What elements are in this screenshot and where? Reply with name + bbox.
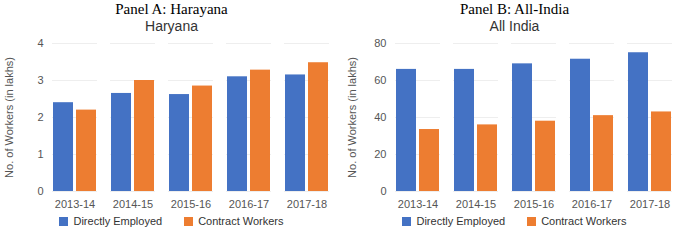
svg-text:2014-15: 2014-15: [456, 198, 496, 210]
svg-text:2014-15: 2014-15: [113, 198, 153, 210]
svg-text:2016-17: 2016-17: [572, 198, 612, 210]
svg-text:2013-14: 2013-14: [55, 198, 95, 210]
html-text:Directly Employed: Directly Employed: [416, 215, 506, 227]
svg-text:80: 80: [374, 37, 386, 49]
html-text:Haryana: Haryana: [145, 18, 198, 34]
html-text:Directly Employed: Directly Employed: [73, 215, 163, 227]
svg-text:2: 2: [37, 111, 43, 123]
svg-text:0: 0: [380, 185, 386, 197]
html-text:Panel B: All-India: Panel B: All-India: [459, 1, 570, 17]
svg-text:4: 4: [37, 37, 43, 49]
svg-text:2015-16: 2015-16: [514, 198, 554, 210]
svg-text:0: 0: [37, 185, 43, 197]
html-text:All India: All India: [489, 18, 540, 34]
svg-text:1: 1: [37, 148, 43, 160]
html-text:Panel A: Harayana: Panel A: Harayana: [115, 1, 228, 17]
svg-text:2013-14: 2013-14: [398, 198, 438, 210]
svg-text:20: 20: [374, 148, 386, 160]
svg-text:No. of Workers (in lakhs): No. of Workers (in lakhs): [3, 57, 15, 178]
svg-text:2015-16: 2015-16: [171, 198, 211, 210]
svg-text:60: 60: [374, 74, 386, 86]
svg-text:2016-17: 2016-17: [229, 198, 269, 210]
svg-text:No. of Workers (in lakhs): No. of Workers (in lakhs): [346, 57, 358, 178]
svg-text:3: 3: [37, 74, 43, 86]
svg-text:40: 40: [374, 111, 386, 123]
svg-text:2017-18: 2017-18: [630, 198, 670, 210]
svg-text:2017-18: 2017-18: [287, 198, 327, 210]
html-text:Contract Workers: Contract Workers: [198, 215, 284, 227]
html-text:Contract Workers: Contract Workers: [541, 215, 627, 227]
